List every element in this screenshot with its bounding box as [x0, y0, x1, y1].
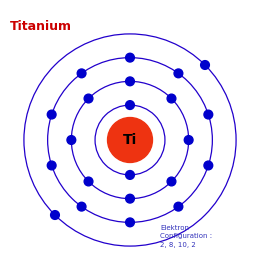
- Text: Elektron
Configuration :
2, 8, 10, 2: Elektron Configuration : 2, 8, 10, 2: [160, 225, 212, 248]
- Circle shape: [201, 61, 209, 69]
- Circle shape: [126, 194, 134, 203]
- Circle shape: [108, 118, 152, 162]
- Text: Titanium: Titanium: [10, 20, 72, 33]
- Circle shape: [47, 110, 56, 119]
- Circle shape: [126, 53, 134, 62]
- Circle shape: [167, 94, 176, 103]
- Circle shape: [174, 69, 183, 78]
- Text: Ti: Ti: [123, 133, 137, 147]
- Circle shape: [84, 94, 93, 103]
- Circle shape: [126, 101, 134, 109]
- Circle shape: [84, 177, 93, 186]
- Circle shape: [126, 171, 134, 179]
- Circle shape: [126, 77, 134, 86]
- Circle shape: [184, 136, 193, 144]
- Circle shape: [47, 161, 56, 170]
- Circle shape: [204, 161, 213, 170]
- Circle shape: [77, 202, 86, 211]
- Circle shape: [167, 177, 176, 186]
- Circle shape: [51, 211, 59, 219]
- Circle shape: [126, 218, 134, 227]
- Circle shape: [174, 202, 183, 211]
- Circle shape: [204, 110, 213, 119]
- Circle shape: [77, 69, 86, 78]
- Circle shape: [67, 136, 76, 144]
